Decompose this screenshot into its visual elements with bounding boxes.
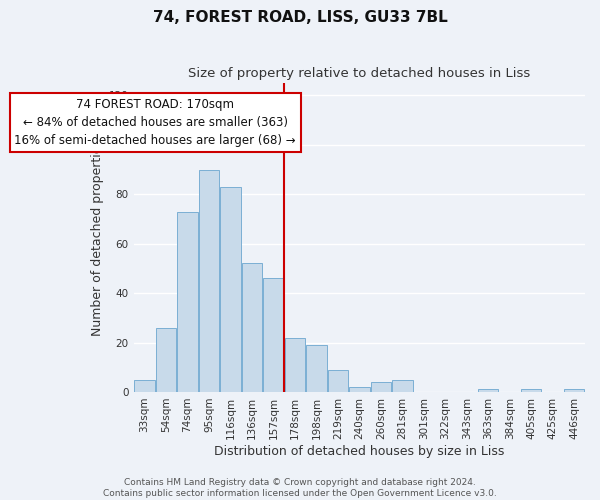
Bar [155, 328, 176, 392]
Bar [392, 380, 413, 392]
Bar [306, 345, 326, 392]
Bar [263, 278, 284, 392]
Title: Size of property relative to detached houses in Liss: Size of property relative to detached ho… [188, 68, 530, 80]
Bar [371, 382, 391, 392]
Bar [349, 387, 370, 392]
X-axis label: Distribution of detached houses by size in Liss: Distribution of detached houses by size … [214, 444, 505, 458]
Text: 74, FOREST ROAD, LISS, GU33 7BL: 74, FOREST ROAD, LISS, GU33 7BL [152, 10, 448, 25]
Bar [521, 390, 541, 392]
Bar [134, 380, 155, 392]
Bar [242, 264, 262, 392]
Bar [199, 170, 219, 392]
Text: 74 FOREST ROAD: 170sqm
← 84% of detached houses are smaller (363)
16% of semi-de: 74 FOREST ROAD: 170sqm ← 84% of detached… [14, 98, 296, 147]
Bar [564, 390, 584, 392]
Bar [478, 390, 499, 392]
Bar [284, 338, 305, 392]
Bar [177, 212, 197, 392]
Bar [220, 187, 241, 392]
Text: Contains HM Land Registry data © Crown copyright and database right 2024.
Contai: Contains HM Land Registry data © Crown c… [103, 478, 497, 498]
Bar [328, 370, 348, 392]
Y-axis label: Number of detached properties: Number of detached properties [91, 139, 104, 336]
